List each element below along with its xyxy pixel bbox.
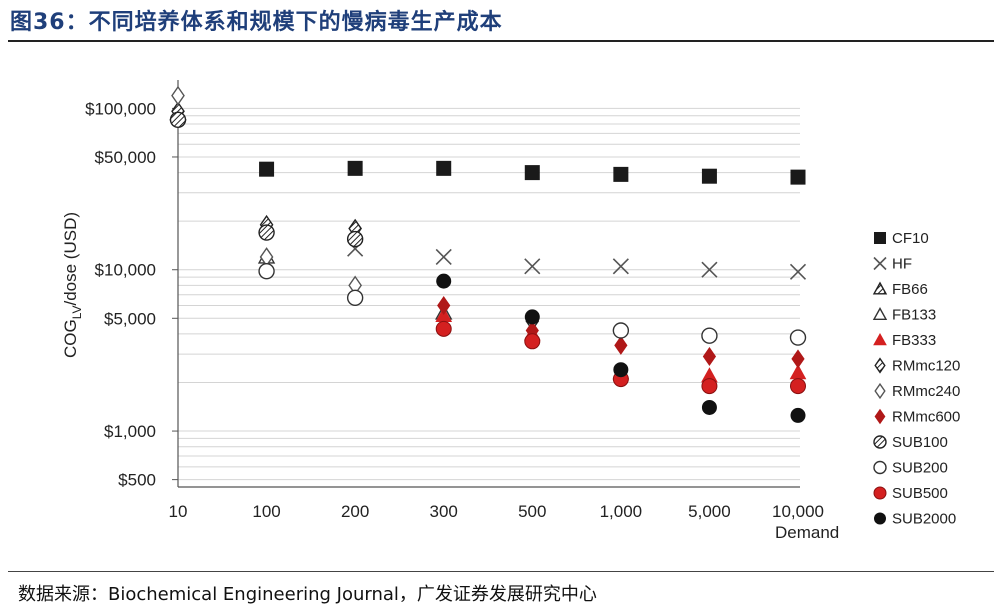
point-sub200 [789, 329, 807, 346]
point-hf [524, 258, 541, 275]
point-rmmc600 [702, 346, 717, 366]
point-hf [612, 258, 629, 275]
point-hf [701, 261, 718, 278]
y-tick-label: $50,000 [95, 148, 156, 167]
x-tick-labels: 10 100 200 300 500 1,000 5,000 10,000 [169, 502, 824, 521]
point-cf10 [259, 161, 275, 177]
legend-marker-rmmc240 [874, 382, 886, 400]
data-points [169, 85, 807, 423]
point-sub500 [701, 378, 718, 395]
point-sub2000 [701, 399, 717, 415]
point-sub200 [258, 262, 275, 280]
y-axis-label: COGLV/dose (USD) [61, 212, 84, 358]
legend-marker-fb133 [872, 307, 888, 320]
figure-title: 图36：不同培养体系和规模下的慢病毒生产成本 [10, 10, 503, 35]
legend-label-rmmc120: RMmc120 [892, 358, 960, 375]
point-hf [789, 263, 807, 280]
legend: CF10 HF FB66 FB133 FB333 RMmc120 RMmc240 RMmc60… [872, 230, 960, 528]
point-sub2000 [613, 362, 629, 378]
point-sub200 [612, 322, 630, 339]
y-tick-label: $5,000 [104, 309, 156, 328]
x-axis-label: Demand [775, 523, 839, 542]
point-sub100 [258, 224, 275, 241]
legend-marker-sub100 [873, 435, 887, 449]
legend-label-fb133: FB133 [892, 307, 936, 324]
point-cf10 [347, 160, 363, 176]
title-rule [8, 40, 994, 42]
legend-label-sub2000: SUB2000 [892, 511, 956, 528]
point-sub2000 [524, 309, 540, 325]
x-tick-label: 300 [430, 502, 458, 521]
point-cf10 [613, 166, 629, 182]
point-cf10 [524, 165, 540, 181]
y-tick-label: $1,000 [104, 422, 156, 441]
x-tick-label: 10,000 [772, 502, 824, 521]
legend-marker-fb333 [873, 332, 887, 346]
legend-marker-sub200 [873, 460, 887, 475]
point-sub500 [790, 378, 806, 395]
x-tick-label: 1,000 [600, 502, 643, 521]
x-tick-label: 100 [252, 502, 280, 521]
point-sub2000 [790, 407, 806, 423]
x-tick-label: 200 [341, 502, 369, 521]
point-rmmc240 [171, 85, 185, 106]
legend-marker-cf10 [874, 232, 886, 244]
point-sub200 [346, 289, 364, 306]
legend-marker-sub500 [873, 486, 887, 500]
lentivirus-cost-chart: $100,000 $50,000 $10,000 $5,000 $1,000 $500 1… [61, 80, 960, 542]
legend-label-rmmc600: RMmc600 [892, 409, 960, 426]
legend-label-rmmc240: RMmc240 [892, 383, 960, 400]
x-tick-label: 500 [518, 502, 546, 521]
point-sub200 [701, 327, 718, 344]
point-rmmc600 [614, 335, 628, 355]
axes [177, 80, 800, 488]
figure-source: 数据来源：Biochemical Engineering Journal，广发证… [18, 584, 597, 605]
legend-label-sub100: SUB100 [892, 434, 948, 451]
source-rule [8, 571, 994, 572]
point-sub100 [169, 111, 187, 128]
point-cf10 [436, 160, 452, 176]
legend-label-hf: HF [892, 256, 912, 273]
x-tick-label: 10 [169, 502, 188, 521]
point-rmmc600 [791, 349, 805, 369]
x-tick-label: 5,000 [688, 502, 731, 521]
point-sub100 [346, 230, 364, 248]
legend-label-cf10: CF10 [892, 230, 929, 247]
legend-label-fb333: FB333 [892, 332, 936, 349]
point-sub500 [435, 320, 452, 337]
point-sub2000 [436, 273, 452, 289]
legend-marker-hf [873, 256, 887, 271]
point-cf10 [790, 169, 806, 185]
legend-marker-sub2000 [874, 512, 886, 525]
legend-label-sub500: SUB500 [892, 485, 948, 502]
y-tick-label: $100,000 [85, 99, 156, 118]
y-tick-labels: $100,000 $50,000 $10,000 $5,000 $1,000 $500 [85, 99, 178, 490]
point-hf [435, 248, 452, 266]
point-sub500 [524, 333, 541, 350]
legend-label-fb66: FB66 [892, 281, 928, 298]
legend-label-sub200: SUB200 [892, 460, 948, 477]
legend-marker-fb66 [872, 281, 888, 295]
legend-marker-rmmc600 [874, 408, 886, 425]
y-tick-label: $500 [118, 471, 156, 490]
y-tick-label: $10,000 [95, 261, 156, 280]
legend-marker-rmmc120 [874, 357, 886, 374]
point-cf10 [701, 168, 717, 184]
point-rmmc600 [437, 296, 451, 316]
grid-lines [178, 107, 800, 481]
